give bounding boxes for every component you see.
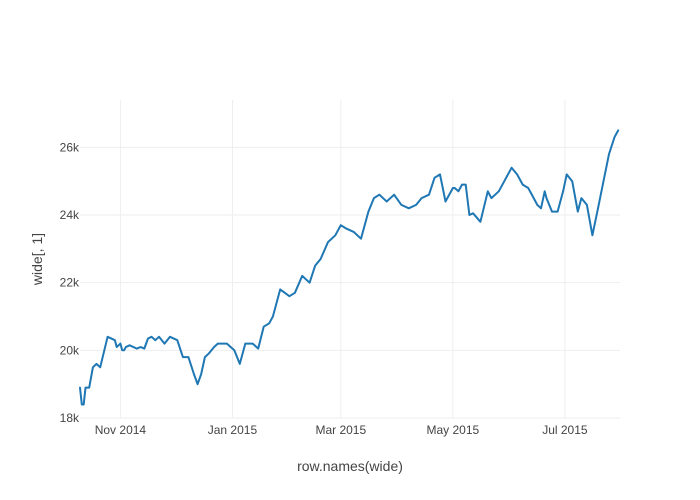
x-axis-title: row.names(wide) — [297, 458, 403, 474]
x-tick-label: Jul 2015 — [542, 423, 588, 437]
y-axis-ticks: 18k 20k 22k 24k 26k — [60, 140, 80, 425]
y-tick-label: 20k — [60, 343, 80, 357]
x-tick-label: Jan 2015 — [208, 423, 258, 437]
x-axis-ticks: Nov 2014 Jan 2015 Mar 2015 May 2015 Jul 2015 — [95, 423, 588, 437]
x-tick-label: May 2015 — [427, 423, 480, 437]
data-series — [79, 129, 620, 406]
x-tick-label: Nov 2014 — [95, 423, 147, 437]
y-tick-label: 18k — [60, 411, 80, 425]
y-tick-label: 26k — [60, 140, 80, 154]
y-axis-title: wide[, 1] — [29, 233, 45, 286]
y-tick-label: 22k — [60, 276, 80, 290]
gridlines — [80, 100, 620, 419]
series-line — [79, 129, 620, 406]
x-tick-label: Mar 2015 — [315, 423, 366, 437]
y-tick-label: 24k — [60, 208, 80, 222]
